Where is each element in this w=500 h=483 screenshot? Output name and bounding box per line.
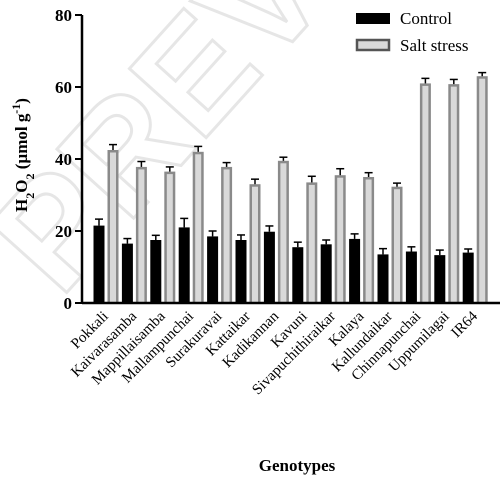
y-tick-label: 20 [55, 222, 72, 241]
bar-salt-stress-inner [365, 179, 372, 303]
bar-control [434, 255, 446, 303]
category-label: IR64 [449, 308, 482, 341]
bar-control [320, 244, 332, 303]
legend-label-salt-stress: Salt stress [400, 36, 468, 55]
y-axis-title: H2O2 (µmol g-1) [9, 98, 37, 212]
legend-swatch-control [356, 13, 390, 24]
legend-label-control: Control [400, 9, 452, 28]
bar-salt-stress-inner [138, 169, 145, 303]
bar-control [207, 236, 219, 303]
bar-control [377, 254, 389, 303]
bar-control [462, 252, 474, 303]
bar-control [178, 227, 190, 303]
bar-control [263, 231, 275, 303]
bar-salt-stress-inner [337, 177, 344, 303]
legend-swatch-salt-stress [355, 38, 391, 52]
bar-salt-stress-inner [195, 154, 202, 303]
bar-control [349, 238, 361, 303]
category-labels: PokkaliKaivarasambaMappillaisambaMallamp… [68, 308, 481, 398]
bar-salt-stress-inner [252, 186, 258, 303]
bars-layer [93, 71, 488, 304]
bar-salt-stress-inner [479, 78, 486, 303]
bar-control [93, 225, 105, 303]
bar-salt-stress-inner [110, 152, 116, 303]
bar-salt-stress-inner [223, 169, 230, 303]
legend: Control Salt stress [355, 9, 468, 55]
x-axis-title: Genotypes [259, 456, 336, 475]
bar-control [121, 243, 133, 303]
bar-control [292, 247, 304, 303]
bar-salt-stress-inner [308, 184, 315, 303]
y-tick-label: 0 [64, 294, 73, 313]
bar-control [150, 240, 162, 303]
bar-control [405, 251, 417, 303]
y-tick-label: 40 [55, 150, 72, 169]
ticks-layer: 0 20 40 60 80 [55, 6, 82, 313]
y-tick-label: 80 [55, 6, 72, 25]
bar-salt-stress-inner [280, 163, 287, 303]
bar-salt-stress-inner [166, 174, 173, 303]
y-tick-label: 60 [55, 78, 72, 97]
bar-salt-stress-inner [422, 85, 429, 304]
bar-salt-stress-inner [450, 86, 457, 304]
bar-control [235, 240, 247, 303]
bar-salt-stress-inner [394, 189, 400, 303]
